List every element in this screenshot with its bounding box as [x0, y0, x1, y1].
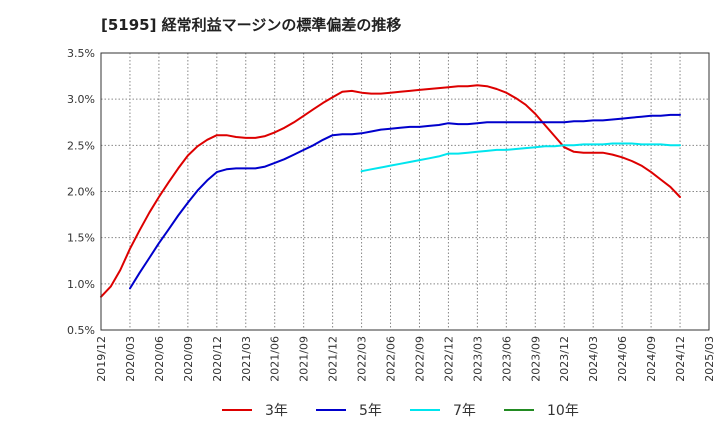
x-tick-label: 2022/06: [385, 336, 398, 382]
x-tick-label: 2020/09: [182, 336, 195, 382]
x-tick-label: 2021/03: [240, 336, 253, 382]
plot-background: [101, 53, 709, 330]
x-tick-label: 2020/12: [211, 336, 224, 382]
legend-label: 3年: [265, 403, 288, 419]
y-tick-label: 2.0%: [67, 186, 95, 199]
plot-border: [100, 52, 710, 331]
x-axis-ticks: 2019/12 2020/03 2020/06 2020/09 2020/12 2021/…: [95, 336, 716, 382]
y-tick-label: 0.5%: [67, 324, 95, 337]
x-tick-label: 2024/03: [587, 336, 600, 382]
x-tick-label: 2023/12: [558, 336, 571, 382]
legend-label: 7年: [453, 403, 476, 419]
y-tick-label: 2.5%: [67, 139, 95, 152]
y-tick-label: 1.5%: [67, 232, 95, 245]
x-tick-label: 2024/09: [645, 336, 658, 382]
x-tick-label: 2023/09: [529, 336, 542, 382]
y-tick-label: 1.0%: [67, 278, 95, 291]
legend-label: 10年: [547, 403, 579, 419]
series-line: [360, 142, 681, 173]
x-tick-label: 2023/06: [500, 336, 513, 382]
chart-title: [5195] 経常利益マージンの標準偏差の推移: [101, 16, 402, 34]
y-axis-ticks: 0.5% 1.0% 1.5% 2.0% 2.5% 3.0% 3.5%: [67, 47, 95, 337]
series-line: [100, 84, 681, 298]
x-tick-label: 2024/12: [674, 336, 687, 382]
legend-label: 5年: [359, 403, 382, 419]
x-tick-label: 2019/12: [95, 336, 108, 382]
x-tick-label: 2022/09: [413, 336, 426, 382]
x-tick-label: 2022/03: [356, 336, 369, 382]
x-tick-label: 2024/06: [616, 336, 629, 382]
y-tick-label: 3.0%: [67, 93, 95, 106]
y-tick-label: 3.5%: [67, 47, 95, 60]
x-tick-label: 2021/12: [327, 336, 340, 382]
x-tick-label: 2020/06: [153, 336, 166, 382]
x-tick-label: 2023/03: [471, 336, 484, 382]
x-tick-label: 2021/09: [298, 336, 311, 382]
x-tick-label: 2025/03: [703, 336, 716, 382]
x-tick-label: 2020/03: [124, 336, 137, 382]
legend: 3年 5年 7年 10年: [222, 403, 579, 419]
series-line: [129, 113, 681, 290]
x-tick-label: 2022/12: [442, 336, 455, 382]
series-lines: [100, 84, 681, 298]
x-tick-label: 2021/06: [269, 336, 282, 382]
